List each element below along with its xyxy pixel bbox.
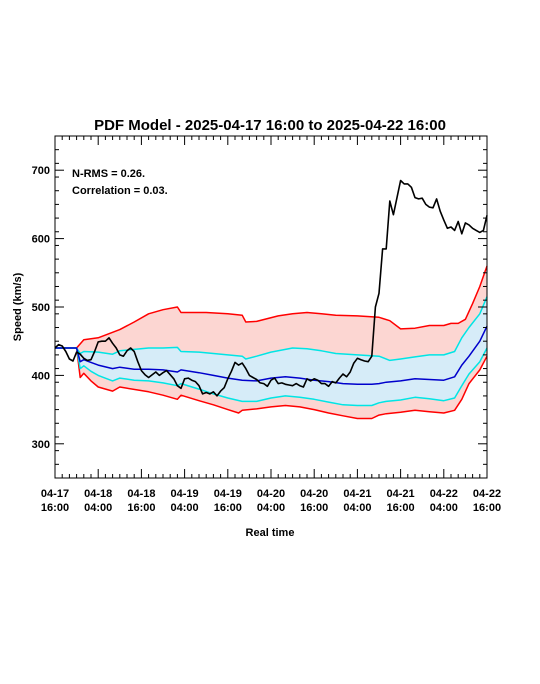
x-tick-label-date: 04-18 xyxy=(127,488,155,500)
annotation-nrms: N-RMS = 0.26. xyxy=(72,168,145,180)
x-tick-label-time: 04:00 xyxy=(430,502,458,514)
x-tick-label-time: 04:00 xyxy=(343,502,371,514)
y-tick-label: 600 xyxy=(32,234,50,246)
x-tick-label-time: 16:00 xyxy=(473,502,501,514)
x-tick-label-time: 16:00 xyxy=(214,502,242,514)
axes-layer: 300 400 500 600 700 04-17 16:00 04-18 04:00 04-18… xyxy=(32,135,501,514)
series-line-median xyxy=(55,325,488,386)
x-tick-label-date: 04-19 xyxy=(214,488,242,500)
x-tick-label-time: 16:00 xyxy=(41,502,69,514)
x-axis-label: Real time xyxy=(246,527,295,539)
x-tick-label-date: 04-20 xyxy=(300,488,328,500)
series-line-observed xyxy=(54,179,488,397)
x-tick-label-time: 16:00 xyxy=(127,502,155,514)
y-tick-label: 700 xyxy=(32,165,50,177)
bands-layer xyxy=(55,266,487,419)
x-tick-label-date: 04-19 xyxy=(171,488,199,500)
x-tick-label-date: 04-22 xyxy=(430,488,458,500)
x-tick-label-time: 16:00 xyxy=(387,502,415,514)
x-tick-label-date: 04-21 xyxy=(343,488,371,500)
series-line-lower-inner xyxy=(55,347,488,407)
x-tick-label-time: 16:00 xyxy=(300,502,328,514)
y-tick-label: 500 xyxy=(32,302,50,314)
x-tick-label-date: 04-18 xyxy=(84,488,112,500)
y-tick-label: 300 xyxy=(32,439,50,451)
inner-band-fill xyxy=(55,296,487,406)
x-tick-label-time: 04:00 xyxy=(257,502,285,514)
lines-layer xyxy=(54,179,488,420)
y-tick-label: 400 xyxy=(32,370,50,382)
series-line-lower-outer xyxy=(55,347,488,420)
series-line-upper-outer xyxy=(55,265,488,349)
annotation-correlation: Correlation = 0.03. xyxy=(72,185,168,197)
y-axis-label: Speed (km/s) xyxy=(12,272,24,341)
x-tick-label-time: 04:00 xyxy=(84,502,112,514)
x-tick-label-date: 04-17 xyxy=(41,488,69,500)
x-tick-label-date: 04-20 xyxy=(257,488,285,500)
chart-title: PDF Model - 2025-04-17 16:00 to 2025-04-… xyxy=(94,117,446,134)
x-tick-label-date: 04-22 xyxy=(473,488,501,500)
x-tick-label-time: 04:00 xyxy=(171,502,199,514)
x-tick-label-date: 04-21 xyxy=(387,488,415,500)
